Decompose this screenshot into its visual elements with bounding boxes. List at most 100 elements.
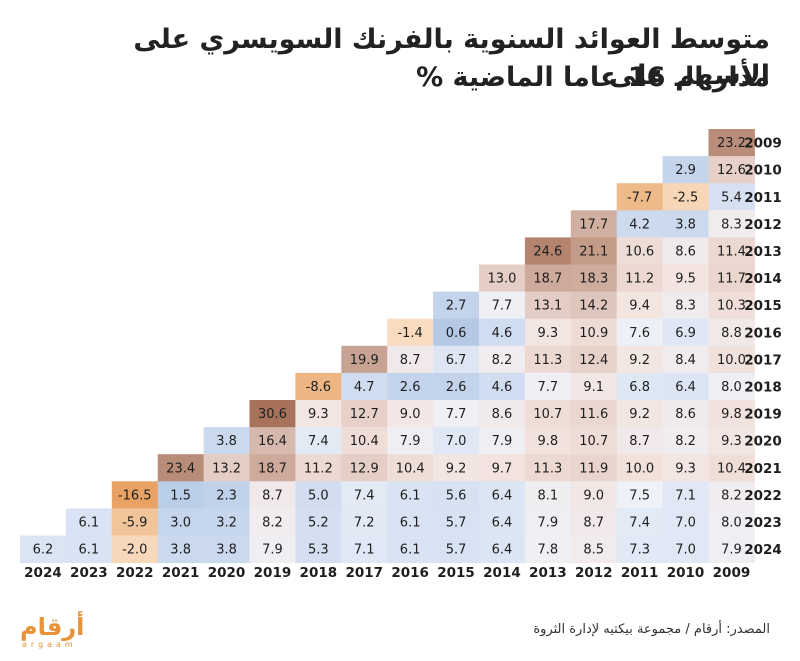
heatmap-cell	[616, 264, 664, 293]
heatmap-cell-value: 17.7	[579, 217, 608, 232]
heatmap-cell-value: 4.7	[354, 380, 375, 395]
heatmap-cell-value: 8.6	[675, 407, 696, 422]
heatmap-cell-value: 23.4	[166, 461, 195, 476]
heatmap-cell-value: -2.0	[122, 543, 147, 558]
heatmap-cell-value: 7.6	[629, 326, 650, 341]
heatmap-cell-value: 12.4	[579, 353, 608, 368]
heatmap-cell	[616, 372, 664, 401]
heatmap-cell-value: 10.4	[350, 434, 379, 449]
heatmap-cell	[570, 427, 618, 455]
heatmap-cell-value: 2.7	[446, 299, 467, 314]
heatmap-cell	[708, 291, 755, 320]
heatmap-cell-value: 3.8	[675, 217, 696, 232]
heatmap-cell	[295, 481, 342, 509]
heatmap-cell	[708, 427, 755, 455]
row-label: 2013	[744, 244, 782, 260]
heatmap-cell	[570, 454, 618, 482]
row-label: 2022	[744, 488, 782, 504]
heatmap-cell-value: 6.9	[675, 326, 696, 341]
heatmap-cell	[524, 291, 572, 320]
heatmap-cell	[433, 481, 480, 509]
heatmap-cell	[341, 481, 388, 509]
heatmap-cell	[708, 318, 755, 347]
heatmap-cell-value: 11.9	[579, 461, 608, 476]
heatmap-cell	[387, 427, 434, 455]
heatmap-cell-value: 8.6	[492, 407, 513, 422]
heatmap-cell-value: 7.9	[492, 434, 513, 449]
heatmap-cell	[616, 345, 664, 374]
heatmap-cell	[524, 345, 572, 374]
heatmap-cell-value: 8.5	[583, 543, 604, 558]
heatmap-cell	[524, 535, 572, 564]
heatmap-cell	[433, 535, 480, 564]
heatmap-cell	[708, 183, 755, 211]
heatmap-cell	[524, 427, 572, 455]
heatmap-cell	[708, 535, 755, 564]
heatmap-cell-value: 8.1	[538, 488, 559, 503]
row-label: 2009	[744, 136, 782, 152]
heatmap-cell-value: 7.3	[629, 543, 650, 558]
heatmap-cell-value: 24.6	[533, 244, 562, 259]
row-label: 2017	[744, 352, 782, 368]
column-label: 2016	[391, 565, 429, 581]
heatmap-cell	[479, 264, 526, 293]
heatmap-cell-value: 6.1	[400, 515, 421, 530]
heatmap-cell	[524, 318, 572, 347]
heatmap-cell-value: 9.3	[675, 461, 696, 476]
heatmap-cell-value: 8.2	[721, 488, 742, 503]
heatmap-cell	[479, 508, 526, 536]
heatmap-cell-value: 9.5	[675, 272, 696, 287]
heatmap-cell	[662, 210, 709, 238]
heatmap-cell-value: 12.9	[350, 461, 379, 476]
heatmap-cell	[662, 237, 709, 265]
logo-arabic-text: أرقام	[20, 613, 85, 641]
heatmap-cell	[387, 400, 434, 428]
heatmap-cell	[524, 508, 572, 536]
heatmap-cell	[524, 372, 572, 401]
heatmap-cell-value: 10.4	[396, 461, 425, 476]
heatmap-cell-value: 2.3	[216, 488, 237, 503]
heatmap-cell	[662, 427, 709, 455]
heatmap-cell-value: 4.6	[492, 326, 513, 341]
heatmap-cell	[524, 237, 572, 265]
heatmap-cell	[616, 291, 664, 320]
heatmap-cell	[662, 345, 709, 374]
heatmap-cell-value: 5.2	[308, 515, 329, 530]
column-label: 2015	[437, 565, 475, 581]
heatmap-cell	[479, 427, 526, 455]
heatmap-cell	[387, 454, 434, 482]
heatmap-cell	[295, 427, 342, 455]
heatmap-cell-value: 6.2	[33, 543, 54, 558]
heatmap-cell	[662, 508, 709, 536]
heatmap-cell	[524, 481, 572, 509]
heatmap-cell	[479, 481, 526, 509]
heatmap-cell	[387, 318, 434, 347]
heatmap-cell-value: 5.0	[308, 488, 329, 503]
heatmap-cell-value: 9.8	[721, 407, 742, 422]
heatmap-cell-value: 9.3	[721, 434, 742, 449]
heatmap-cell	[570, 291, 618, 320]
heatmap-cell-value: 7.7	[492, 299, 513, 314]
heatmap-cell-value: 9.2	[446, 461, 467, 476]
heatmap-cell	[341, 427, 388, 455]
heatmap-cell-value: 3.8	[216, 434, 237, 449]
heatmap-cell-value: 8.3	[721, 217, 742, 232]
heatmap-cell-value: 9.7	[492, 461, 513, 476]
heatmap-cell	[433, 291, 480, 320]
column-label: 2010	[667, 565, 705, 581]
argaam-logo: أرقام argaam	[20, 614, 110, 650]
heatmap-cell-value: 8.8	[721, 326, 742, 341]
heatmap-cell	[662, 264, 709, 293]
heatmap-cell-value: 7.7	[538, 380, 559, 395]
heatmap-cell	[708, 345, 755, 374]
heatmap-cell-value: 5.6	[446, 488, 467, 503]
heatmap-cell-value: 12.7	[350, 407, 379, 422]
heatmap-cell	[157, 535, 205, 564]
heatmap-cell	[616, 427, 664, 455]
heatmap-cell	[708, 210, 755, 238]
heatmap-cell-value: 10.7	[579, 434, 608, 449]
column-label: 2013	[529, 565, 567, 581]
heatmap-cell	[387, 481, 434, 509]
heatmap-cell	[570, 345, 618, 374]
column-label: 2011	[621, 565, 659, 581]
